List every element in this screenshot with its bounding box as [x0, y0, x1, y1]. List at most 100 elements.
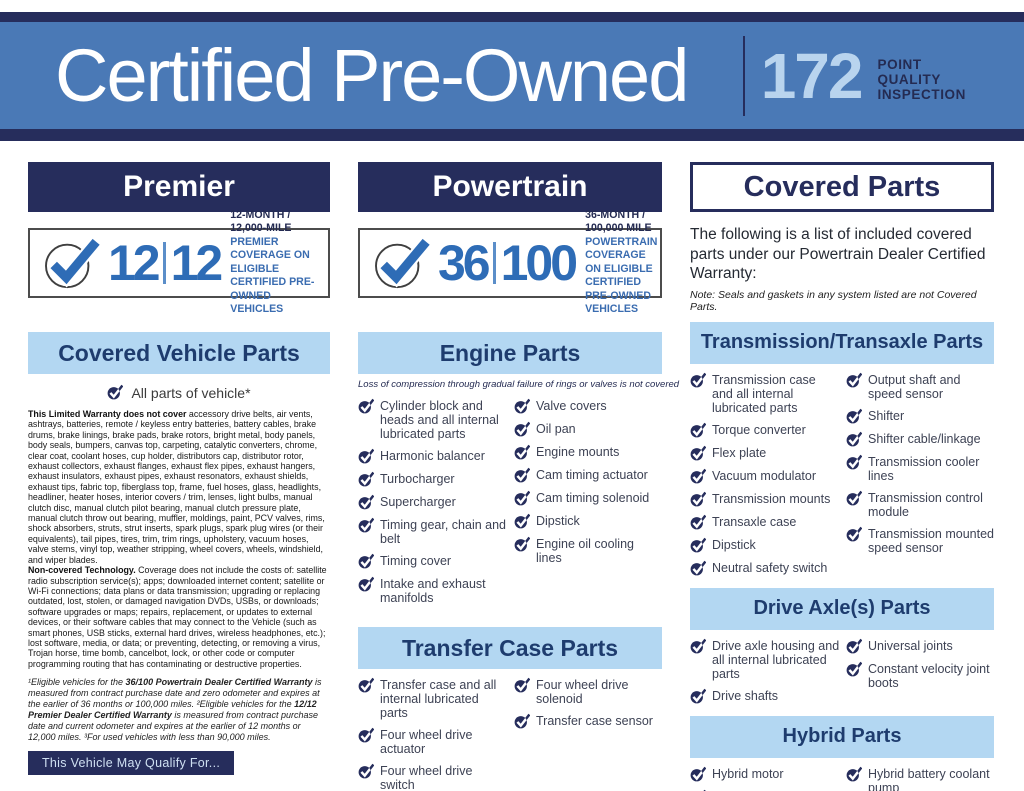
hybrid-header: Hybrid Parts: [690, 715, 994, 758]
check-icon: [846, 408, 862, 424]
check-icon: [846, 661, 862, 677]
covered-part-label: Drive axle housing and all internal lubr…: [712, 638, 840, 681]
covered-part-label: Supercharger: [380, 495, 456, 509]
powertrain-coverage-text: 36-MONTH / 100,000 MILE POWERTRAIN COVER…: [585, 209, 657, 317]
covered-part-label: Intake and exhaust manifolds: [380, 577, 486, 605]
check-icon: [514, 398, 530, 414]
check-icon: [690, 560, 706, 576]
check-icon: [358, 471, 374, 487]
covered-part-item: Turbocharger: [358, 472, 508, 487]
covered-part-label: Transaxle case: [712, 514, 797, 529]
covered-part-label: Four wheel drive actuator: [380, 728, 473, 756]
covered-part-label: Engine oil cooling lines: [536, 537, 634, 565]
covered-part-item: Cam timing solenoid: [514, 491, 662, 506]
covered-part-item: Flex plate: [690, 446, 840, 461]
covered-part-item: Timing gear, chain and belt: [358, 518, 508, 546]
covered-part-label: Transmission mounted speed sensor: [868, 526, 994, 555]
transmission-lists: Transmission case and all internal lubri…: [690, 373, 994, 584]
all-parts-label: All parts of vehicle*: [131, 384, 251, 401]
coverage-term: 36-MONTH / 100,000 MILE: [585, 209, 652, 235]
hybrid-list-right: Hybrid battery coolant pumpInput damperI…: [846, 767, 994, 791]
covered-part-label: Hybrid motor: [712, 766, 784, 781]
check-icon: [514, 490, 530, 506]
covered-part-label: Four wheel drive solenoid: [536, 678, 629, 706]
transfer-case-header: Transfer Case Parts: [358, 627, 662, 669]
covered-part-label: Engine mounts: [536, 445, 620, 459]
check-icon: [690, 537, 706, 553]
check-icon: [514, 536, 530, 552]
covered-parts-intro: The following is a list of included cove…: [690, 226, 986, 282]
covered-part-label: Harmonic balancer: [380, 449, 485, 463]
coverage-desc: PREMIER COVERAGE ON ELIGIBLE CERTIFIED P…: [230, 235, 315, 316]
check-icon: [358, 517, 374, 533]
check-icon: [846, 766, 862, 782]
powertrain-coverage-numbers: 36 100: [438, 235, 578, 291]
check-icon: [358, 576, 374, 592]
covered-part-label: Cylinder block and heads and all interna…: [380, 399, 499, 441]
check-icon: [690, 491, 706, 507]
covered-part-item: Hybrid motor: [690, 767, 840, 782]
covered-part-label: Hybrid battery cooling fan motor: [712, 790, 840, 791]
covered-part-label: Torque converter: [712, 422, 806, 437]
covered-part-item: Transfer case and all internal lubricate…: [358, 678, 508, 720]
covered-part-item: Transmission mounts: [690, 492, 840, 507]
inspection-badge: 172 POINT QUALITY INSPECTION: [742, 36, 966, 116]
covered-part-item: Dipstick: [690, 538, 840, 553]
covered-part-item: Transmission control module: [846, 491, 994, 519]
check-icon: [846, 372, 862, 388]
transfer-case-list-left: Transfer case and all internal lubricate…: [358, 678, 508, 791]
check-icon: [690, 468, 706, 484]
covered-part-label: Timing gear, chain and belt: [380, 518, 507, 546]
transmission-list-right: Output shaft and speed sensor Shifter Shif…: [846, 373, 994, 584]
covered-part-label: Transmission control module: [868, 490, 983, 519]
powertrain-header: Powertrain: [358, 162, 662, 212]
warranty-exclusions-text: This Limited Warranty does not cover acc…: [28, 409, 327, 669]
covered-part-label: Drive shafts: [712, 688, 778, 703]
check-icon: [514, 513, 530, 529]
coverage-term: 12-MONTH / 12,000-MILE: [230, 209, 292, 235]
qualify-button[interactable]: This Vehicle May Qualify For...: [28, 751, 235, 776]
drive-axle-list-right: Universal joints Constant velocity joint …: [846, 639, 994, 712]
covered-part-item: Supercharger: [358, 495, 508, 510]
covered-part-label: Shifter: [868, 408, 905, 423]
header-bottom-rule: [0, 129, 1024, 141]
check-icon: [358, 677, 374, 693]
covered-part-item: Neutral safety switch: [690, 561, 840, 576]
powertrain-column: Powertrain 36 100 36-MONTH / 100,000 MIL…: [358, 162, 679, 791]
inspection-word-quality: QUALITY: [877, 71, 941, 87]
covered-part-item: Engine oil cooling lines: [514, 537, 662, 565]
covered-part-label: Transfer case sensor: [536, 714, 653, 728]
covered-parts-column: Covered Parts The following is a list of…: [690, 162, 994, 791]
transfer-case-list-right: Four wheel drive solenoid Transfer case s…: [514, 678, 662, 791]
premier-header: Premier: [28, 162, 330, 212]
covered-part-item: Timing cover: [358, 554, 508, 569]
inspection-word-point: POINT: [877, 56, 922, 72]
covered-part-item: Transmission cooler lines: [846, 455, 994, 483]
covered-part-item: Output shaft and speed sensor: [846, 373, 994, 401]
exclusions-lead: This Limited Warranty does not cover: [28, 409, 187, 419]
check-icon: [846, 526, 862, 542]
header-top-rule: [0, 12, 1024, 22]
drive-axle-list-left: Drive axle housing and all internal lubr…: [690, 639, 840, 712]
covered-parts-note: Note: Seals and gaskets in any system li…: [690, 288, 977, 313]
covered-part-label: Shifter cable/linkage: [868, 431, 981, 446]
check-icon: [514, 677, 530, 693]
check-icon: [690, 766, 706, 782]
covered-parts-title: Covered Parts: [690, 162, 994, 212]
covered-part-item: Cylinder block and heads and all interna…: [358, 399, 508, 441]
covered-part-item: Transmission case and all internal lubri…: [690, 373, 840, 415]
big-check-icon: [42, 236, 104, 290]
covered-part-label: Dipstick: [536, 514, 580, 528]
non-covered-tech-lead: Non-covered Technology.: [28, 565, 136, 576]
covered-part-item: Drive shafts: [690, 689, 840, 704]
covered-part-label: Oil pan: [536, 422, 576, 436]
check-icon: [358, 494, 374, 510]
coverage-separator: [492, 242, 496, 284]
check-icon: [358, 727, 374, 743]
covered-part-label: Transmission case and all internal lubri…: [712, 372, 816, 415]
covered-part-item: Cam timing actuator: [514, 468, 662, 483]
banner-divider: [742, 36, 745, 116]
coverage-months: 36: [438, 235, 491, 291]
engine-parts-list-right: Valve covers Oil pan Engine mounts Cam timi…: [514, 399, 662, 613]
check-icon: [514, 444, 530, 460]
